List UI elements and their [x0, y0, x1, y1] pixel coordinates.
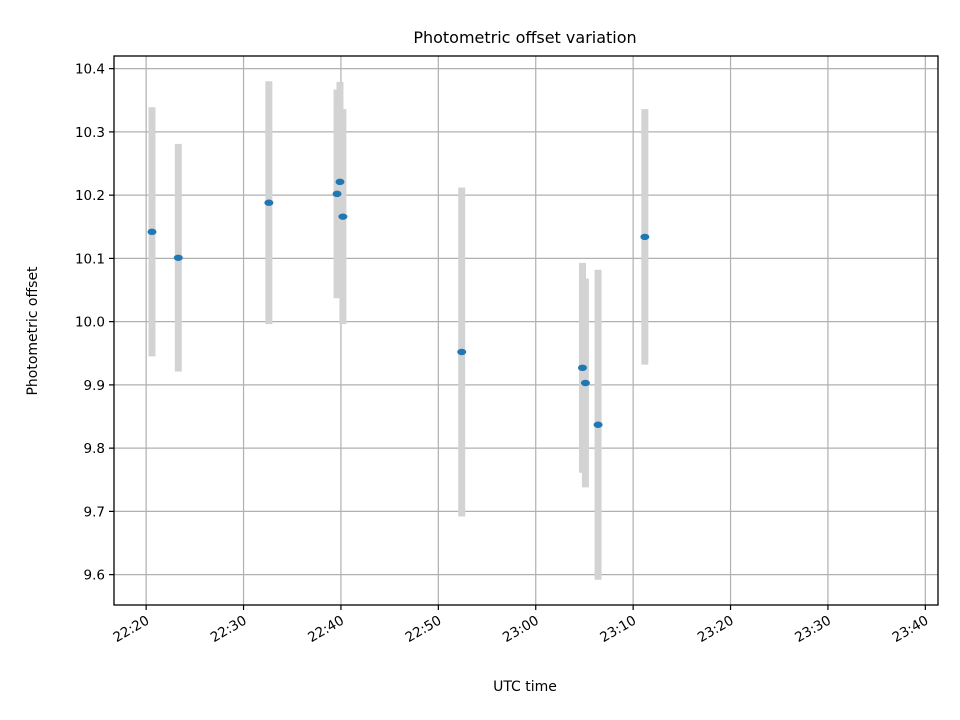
data-point — [264, 199, 274, 206]
y-tick-label: 10.0 — [75, 315, 105, 331]
y-tick-label: 9.7 — [84, 504, 105, 520]
data-point — [457, 348, 467, 356]
y-tick-label: 9.9 — [84, 378, 105, 394]
grid-lines — [114, 56, 938, 605]
y-tick-label: 10.3 — [75, 125, 105, 141]
data-point — [147, 228, 157, 236]
x-tick-label: 22:50 — [403, 613, 445, 646]
error-bars — [148, 81, 649, 580]
data-markers — [147, 178, 650, 428]
x-tick-label: 22:40 — [305, 613, 347, 646]
data-point — [335, 178, 345, 186]
x-tick-label: 23:10 — [597, 613, 639, 646]
chart-title: Photometric offset variation — [413, 28, 636, 47]
y-tick-label: 9.8 — [84, 441, 105, 457]
data-point — [577, 364, 587, 372]
y-tick-label: 10.1 — [75, 251, 105, 267]
x-tick-label: 23:20 — [695, 613, 737, 646]
x-axis-label: UTC time — [493, 679, 557, 695]
x-tick-label: 23:00 — [500, 613, 542, 646]
data-point — [640, 233, 650, 241]
x-tick-label: 23:30 — [792, 613, 834, 646]
data-point — [332, 190, 342, 198]
axis-ticks: 22:20 22:30 22:40 22:50 23:00 23:10 23:20 23:30… — [75, 62, 931, 646]
x-tick-label: 23:40 — [890, 613, 932, 646]
plot-frame — [113, 55, 939, 606]
y-tick-label: 9.6 — [84, 568, 105, 584]
data-point — [338, 213, 348, 220]
y-axis-label: Photometric offset — [25, 266, 41, 396]
data-point — [173, 254, 183, 261]
y-tick-label: 10.4 — [75, 62, 105, 78]
x-tick-label: 22:20 — [110, 613, 152, 646]
data-point — [593, 421, 603, 428]
y-tick-label: 10.2 — [75, 188, 105, 204]
x-tick-label: 22:30 — [208, 613, 250, 646]
data-point — [580, 379, 590, 387]
